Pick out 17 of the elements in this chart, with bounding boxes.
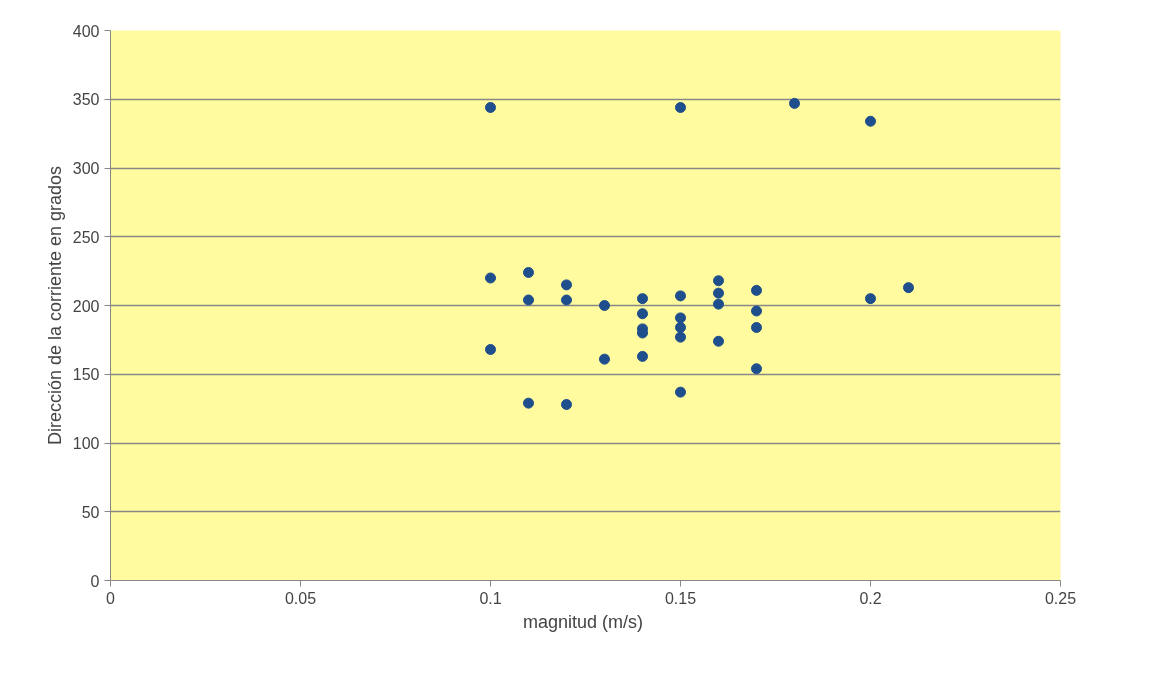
y-tick-label: 250 bbox=[72, 228, 100, 246]
y-tick-label: 150 bbox=[72, 366, 100, 384]
x-tick-label: 0.15 bbox=[664, 589, 697, 607]
y-tick-label: 0 bbox=[90, 572, 100, 590]
x-tick-label: 0.1 bbox=[479, 589, 502, 607]
y-axis-title: Dirección de la corriente en grados bbox=[44, 165, 65, 446]
x-tick-label: 0.2 bbox=[859, 589, 882, 607]
y-tick-label: 100 bbox=[72, 435, 100, 452]
y-tick-label: 350 bbox=[72, 91, 100, 109]
x-axis-title: magnitud (m/s) bbox=[522, 611, 644, 632]
x-tick-label: 0.25 bbox=[1044, 589, 1077, 607]
y-tick-label: 300 bbox=[72, 160, 100, 177]
y-tick-label: 400 bbox=[72, 22, 100, 40]
x-tick-label: 0 bbox=[106, 589, 116, 607]
y-tick-label: 200 bbox=[72, 297, 100, 315]
x-tick-label: 0.05 bbox=[284, 589, 317, 607]
y-tick-label: 50 bbox=[81, 503, 100, 521]
